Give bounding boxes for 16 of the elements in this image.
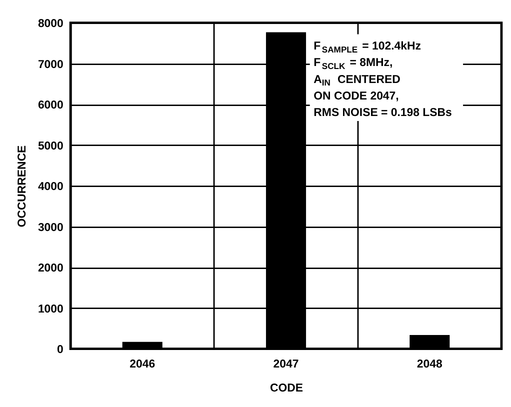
y-tick-label: 1000 <box>38 303 64 316</box>
x-tick-label: 2048 <box>416 358 444 370</box>
y-tick-label: 4000 <box>38 181 64 194</box>
y-tick-label: 3000 <box>38 222 64 234</box>
y-tick-label: 7000 <box>38 58 64 71</box>
y-tick-label: 2000 <box>38 262 64 275</box>
y-axis-title: OCCURRENCE <box>16 144 29 228</box>
y-tick-label: 8000 <box>38 18 64 30</box>
y-tick-label: 5000 <box>38 140 64 152</box>
y-tick-label: 0 <box>57 344 64 356</box>
annotation: ON CODE 2047, <box>314 90 399 103</box>
x-axis-title: CODE <box>270 382 304 394</box>
x-tick-label: 2046 <box>130 358 156 370</box>
x-tick-label: 2047 <box>273 358 299 370</box>
annotation: RMS NOISE = 0.198 LSBs <box>314 107 452 120</box>
y-tick-label: 6000 <box>38 100 64 112</box>
